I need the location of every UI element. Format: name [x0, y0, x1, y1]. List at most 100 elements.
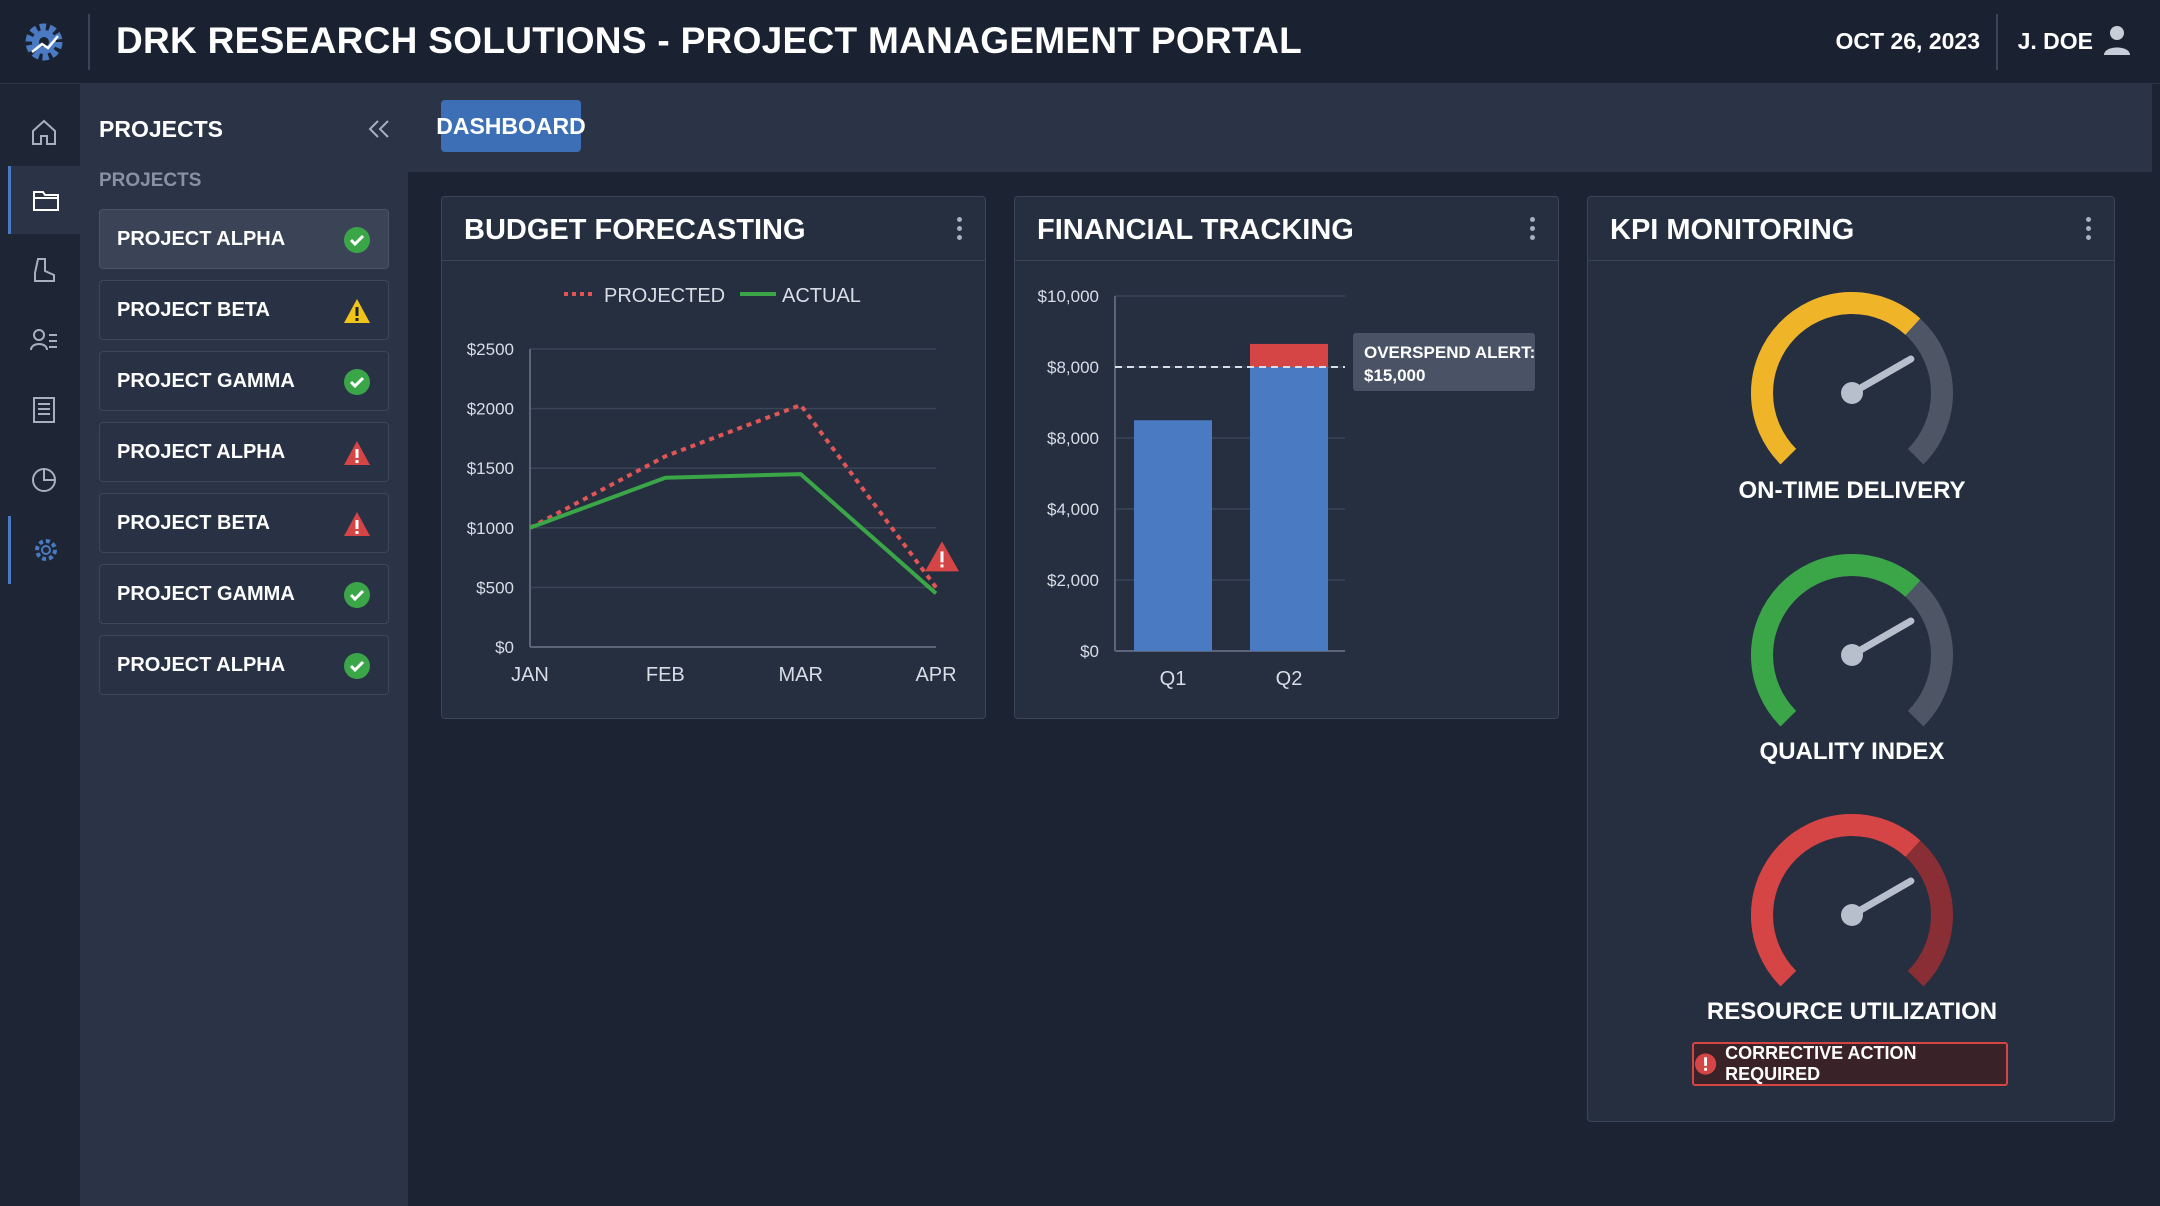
check-circle-icon	[344, 653, 370, 679]
pie-chart-icon	[32, 468, 56, 492]
project-item[interactable]: PROJECT BETA	[99, 280, 389, 340]
project-item[interactable]: PROJECT GAMMA	[99, 564, 389, 624]
check-circle-icon	[344, 227, 370, 253]
people-list-icon	[30, 329, 57, 351]
user-name[interactable]: J. DOE	[2017, 28, 2093, 54]
y-tick-label: $8,000	[1047, 429, 1099, 448]
gear-logo-icon[interactable]	[18, 16, 70, 68]
check-circle-icon	[344, 582, 370, 608]
y-tick-label: $2500	[467, 340, 514, 359]
gauge-on-time-delivery	[1751, 292, 1953, 465]
legend-label: ACTUAL	[782, 285, 861, 307]
gauge-resource-utilization	[1751, 814, 1953, 987]
card-title: KPI MONITORING	[1610, 214, 1855, 246]
settings-icon	[34, 539, 57, 561]
corrective-action-text: CORRECTIVE ACTION REQUIRED	[1725, 1043, 1917, 1084]
gauge-fill	[1751, 292, 1921, 465]
project-label: PROJECT GAMMA	[117, 370, 295, 392]
app-title: DRK RESEARCH SOLUTIONS - PROJECT MANAGEM…	[116, 20, 1303, 61]
gauge-needle	[1848, 617, 1915, 659]
user-icon[interactable]	[2102, 24, 2132, 56]
callout-value: $15,000	[1364, 366, 1425, 385]
tab-dashboard[interactable]: DASHBOARD	[436, 100, 586, 152]
kpi-label: RESOURCE UTILIZATION	[1706, 998, 1998, 1025]
project-label: PROJECT BETA	[117, 512, 270, 534]
x-tick-label: Q2	[1276, 668, 1303, 690]
more-options-icon[interactable]	[1530, 217, 1538, 243]
x-tick-label: Q1	[1160, 668, 1187, 690]
home-icon	[32, 119, 56, 145]
gauge-needle	[1848, 877, 1915, 919]
legend-label: PROJECTED	[604, 285, 725, 307]
project-label: PROJECT ALPHA	[117, 654, 286, 676]
gauge-hub	[1841, 382, 1863, 404]
y-tick-label: $2,000	[1047, 571, 1099, 590]
y-tick-label: $0	[495, 638, 514, 657]
app-header: DRK RESEARCH SOLUTIONS - PROJECT MANAGEM…	[0, 0, 2160, 84]
project-label: PROJECT ALPHA	[117, 228, 286, 250]
rail-home[interactable]	[8, 98, 80, 166]
project-item[interactable]: PROJECT ALPHA	[99, 635, 389, 695]
gauge-fill	[1751, 814, 1921, 987]
budget-line-chart: PROJECTED ACTUAL $0 $500 $1000 $1500 $2000 $250…	[467, 285, 959, 686]
corrective-action-badge[interactable]: CORRECTIVE ACTION REQUIRED	[1692, 1042, 2008, 1086]
financial-bar-chart: $0 $2,000 $4,000 $8,000 $8,000 $10,000 Q1 Q2 OVE…	[1038, 287, 1536, 690]
boot-icon	[34, 258, 55, 282]
error-circle-icon	[1694, 1053, 1717, 1075]
bar-q1	[1134, 420, 1212, 651]
kpi-label: QUALITY INDEX	[1759, 738, 1945, 765]
y-tick-label: $4,000	[1047, 500, 1099, 519]
y-tick-label: $1500	[467, 459, 514, 478]
rail-analytics[interactable]	[8, 446, 80, 514]
callout-text: OVERSPEND ALERT:	[1364, 343, 1535, 362]
card-title: BUDGET FORECASTING	[464, 214, 806, 246]
projects-subheading: PROJECTS	[99, 170, 202, 191]
more-options-icon[interactable]	[2086, 217, 2094, 243]
header-divider	[1996, 14, 1998, 70]
gauge-quality-index	[1751, 554, 1953, 727]
card-header: BUDGET FORECASTING	[442, 197, 985, 261]
x-tick-label: MAR	[778, 664, 822, 686]
project-label: PROJECT GAMMA	[117, 583, 295, 605]
x-tick-label: APR	[915, 664, 956, 686]
header-date: OCT 26, 2023	[1835, 28, 1980, 54]
y-tick-label: $1000	[467, 519, 514, 538]
rail-settings[interactable]	[8, 516, 80, 584]
project-label: PROJECT BETA	[117, 299, 270, 321]
y-tick-label: $8,000	[1047, 358, 1099, 377]
gauge-hub	[1841, 904, 1863, 926]
kpi-label: ON-TIME DELIVERY	[1738, 477, 1966, 504]
tab-bar: DASHBOARD	[408, 84, 2152, 172]
more-options-icon[interactable]	[957, 217, 965, 243]
series-line-projected	[529, 403, 938, 589]
rail-reports[interactable]	[8, 376, 80, 444]
project-item[interactable]: PROJECT GAMMA	[99, 351, 389, 411]
alert-triangle-icon	[344, 441, 370, 465]
card-header: FINANCIAL TRACKING	[1015, 197, 1558, 261]
rail-projects[interactable]	[8, 166, 80, 234]
projects-panel: PROJECTS PROJECTS PROJECT ALPHA PROJECT …	[80, 84, 408, 1206]
document-list-icon	[33, 397, 55, 423]
series-line-actual	[529, 472, 938, 595]
y-tick-label: $0	[1080, 642, 1099, 661]
project-item[interactable]: PROJECT BETA	[99, 493, 389, 553]
card-title: FINANCIAL TRACKING	[1037, 214, 1354, 246]
bar-q2	[1250, 367, 1328, 651]
financial-tracking-card: FINANCIAL TRACKING $0 $2,000 $4,000 $8,000 $…	[1014, 196, 1559, 719]
check-circle-icon	[344, 369, 370, 395]
gauge-fill	[1751, 554, 1921, 727]
overspend-segment	[1250, 343, 1328, 367]
header-divider	[88, 14, 90, 70]
gauge-hub	[1841, 644, 1863, 666]
collapse-icon[interactable]	[364, 114, 394, 144]
project-item[interactable]: PROJECT ALPHA	[99, 209, 389, 269]
budget-forecasting-card: BUDGET FORECASTING PROJECTED ACTUAL $0 $500…	[441, 196, 986, 719]
projects-panel-title: PROJECTS	[99, 116, 223, 142]
rail-tasks[interactable]	[8, 236, 80, 304]
project-label: PROJECT ALPHA	[117, 441, 286, 463]
project-item[interactable]: PROJECT ALPHA	[99, 422, 389, 482]
folder-icon	[32, 191, 59, 211]
icon-rail	[0, 84, 80, 1206]
rail-team[interactable]	[8, 306, 80, 374]
kpi-monitoring-card: KPI MONITORING ON-TIME DELIVERY QUALITY …	[1587, 196, 2115, 1122]
